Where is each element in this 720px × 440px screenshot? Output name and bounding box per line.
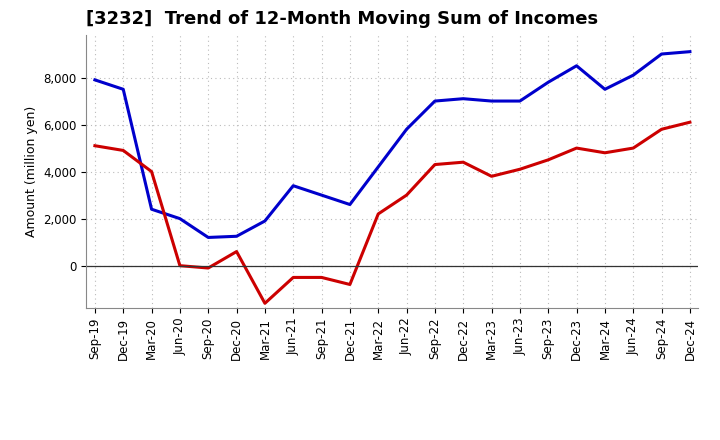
Net Income — [318, 275, 326, 280]
Ordinary Income — [204, 235, 212, 240]
Net Income — [289, 275, 297, 280]
Net Income — [685, 120, 694, 125]
Ordinary Income — [261, 218, 269, 224]
Net Income — [600, 150, 609, 155]
Ordinary Income — [487, 99, 496, 104]
Ordinary Income — [148, 207, 156, 212]
Net Income — [544, 157, 552, 162]
Net Income — [148, 169, 156, 174]
Net Income — [572, 146, 581, 151]
Net Income — [459, 160, 467, 165]
Net Income — [91, 143, 99, 148]
Y-axis label: Amount (million yen): Amount (million yen) — [24, 106, 37, 237]
Net Income — [402, 192, 411, 198]
Ordinary Income — [91, 77, 99, 83]
Ordinary Income — [544, 80, 552, 85]
Net Income — [629, 146, 637, 151]
Ordinary Income — [176, 216, 184, 221]
Net Income — [374, 211, 382, 216]
Net Income — [204, 265, 212, 271]
Net Income — [119, 148, 127, 153]
Ordinary Income — [431, 99, 439, 104]
Ordinary Income — [629, 73, 637, 78]
Line: Ordinary Income: Ordinary Income — [95, 51, 690, 238]
Ordinary Income — [374, 164, 382, 169]
Ordinary Income — [685, 49, 694, 54]
Ordinary Income — [600, 87, 609, 92]
Net Income — [431, 162, 439, 167]
Net Income — [516, 167, 524, 172]
Ordinary Income — [318, 192, 326, 198]
Net Income — [657, 127, 666, 132]
Text: [3232]  Trend of 12-Month Moving Sum of Incomes: [3232] Trend of 12-Month Moving Sum of I… — [86, 10, 598, 28]
Ordinary Income — [459, 96, 467, 101]
Line: Net Income: Net Income — [95, 122, 690, 303]
Ordinary Income — [657, 51, 666, 57]
Ordinary Income — [572, 63, 581, 68]
Net Income — [176, 263, 184, 268]
Net Income — [487, 174, 496, 179]
Ordinary Income — [402, 127, 411, 132]
Ordinary Income — [233, 234, 241, 239]
Net Income — [346, 282, 354, 287]
Ordinary Income — [119, 87, 127, 92]
Ordinary Income — [346, 202, 354, 207]
Net Income — [261, 301, 269, 306]
Ordinary Income — [289, 183, 297, 188]
Net Income — [233, 249, 241, 254]
Ordinary Income — [516, 99, 524, 104]
